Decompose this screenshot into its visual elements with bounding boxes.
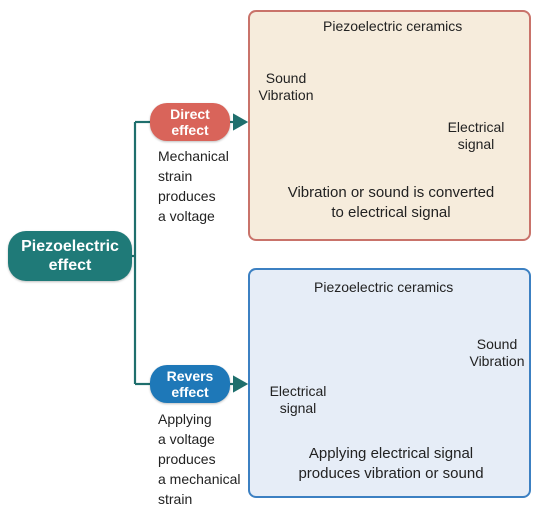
main-node-label: Piezoelectric effect <box>21 238 119 274</box>
direct-effect-panel <box>248 10 531 241</box>
top-input-label: Sound Vibration <box>258 70 314 103</box>
connector-lines <box>132 113 249 393</box>
bottom-input-label: Electrical signal <box>269 383 327 416</box>
direct-effect-node: Direct effect <box>150 103 230 141</box>
reverse-effect-description: Applying a voltage produces a mechanical… <box>158 411 241 507</box>
reverse-effect-label: Revers effect <box>166 368 214 400</box>
direct-effect-label: Direct effect <box>170 106 210 138</box>
bottom-output-label: Sound Vibration <box>469 336 525 369</box>
top-output-label: Electrical signal <box>447 119 505 152</box>
reverse-effect-node: Revers effect <box>150 365 230 403</box>
reverse-effect-panel <box>248 268 531 498</box>
top-panel-caption: Vibration or sound is converted to elect… <box>287 184 495 221</box>
direct-effect-description: Mechanical strain produces a voltage <box>158 148 229 224</box>
top-panel-title: Piezoelectric ceramics <box>323 18 463 34</box>
piezoelectric-effect-node: Piezoelectric effect <box>8 231 132 281</box>
bottom-panel-title: Piezoelectric ceramics <box>314 279 454 295</box>
bottom-panel-caption: Applying electrical signal produces vibr… <box>298 445 484 482</box>
